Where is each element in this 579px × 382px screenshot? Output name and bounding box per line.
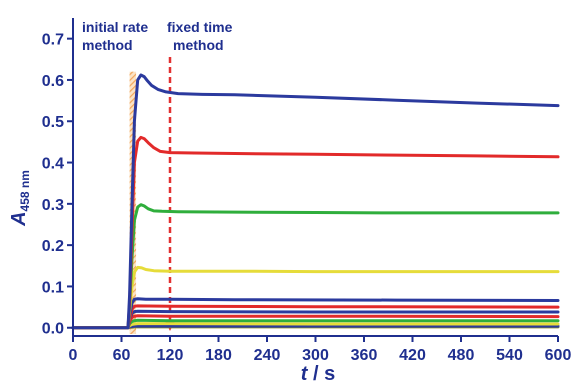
y-tick-label: 0.2 (42, 238, 64, 255)
series-line-1 (71, 73, 560, 330)
x-axis-title-unit: / s (307, 363, 335, 382)
x-axis-title: t / s (301, 363, 335, 382)
x-tick-label: 60 (113, 347, 131, 364)
axes-layer (67, 18, 559, 342)
y-axis-title-main: A (8, 211, 30, 226)
tick-label-layer: 0 60 120 180 240 300 360 420 480 540 600 0.0 0.1 0.2 0… (42, 32, 572, 364)
series-line-3 (71, 203, 560, 330)
x-tick-label: 300 (302, 347, 329, 364)
y-tick-label: 0.0 (42, 321, 64, 338)
x-tick-label: 420 (399, 347, 426, 364)
series-line-4 (71, 265, 560, 330)
x-tick-label: 360 (351, 347, 378, 364)
x-tick-label: 540 (496, 347, 523, 364)
x-axis-title-main: t (301, 363, 309, 382)
annotation-fixed-time-line1: fixed time (167, 19, 233, 35)
x-tick-label: 240 (254, 347, 281, 364)
series-line-11 (71, 324, 560, 330)
y-tick-label: 0.5 (42, 114, 64, 131)
annotation-fixed-time-line2: method (173, 37, 224, 53)
y-tick-label: 0.4 (42, 156, 64, 173)
y-axis-title: A458 nm (8, 170, 32, 227)
annotation-initial-rate-line2: method (82, 37, 133, 53)
y-tick-label: 0.7 (42, 32, 64, 49)
y-axis-title-sub: 458 nm (18, 170, 32, 211)
x-tick-label: 600 (545, 347, 572, 364)
y-tick-label: 0.3 (42, 197, 64, 214)
x-tick-label: 180 (205, 347, 232, 364)
y-tick-label: 0.1 (42, 279, 64, 296)
series-layer (71, 73, 560, 330)
x-tick-label: 120 (157, 347, 184, 364)
annotation-initial-rate-line1: initial rate (82, 19, 148, 35)
x-tick-label: 0 (69, 347, 78, 364)
y-tick-label: 0.6 (42, 73, 64, 90)
x-tick-label: 480 (448, 347, 475, 364)
